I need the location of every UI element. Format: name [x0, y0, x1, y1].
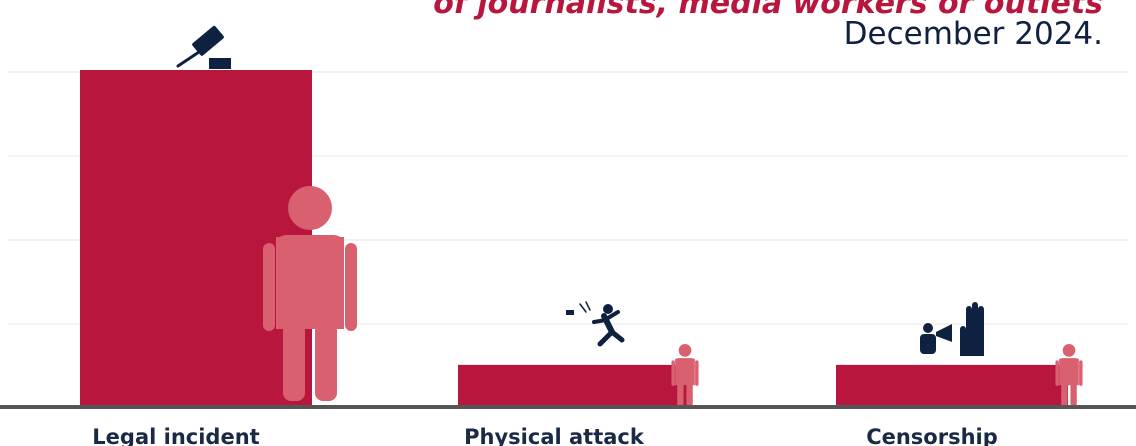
bar-censorship [836, 364, 1068, 407]
bar-legal-incident [80, 70, 312, 407]
bar-physical-attack [458, 364, 690, 407]
megaphone-hand-icon [920, 302, 984, 356]
person-icon [263, 186, 357, 401]
category-label: Censorship [866, 425, 998, 446]
person-falling-icon [566, 301, 625, 347]
category-label: Legal incident [92, 425, 259, 446]
person-icon [671, 344, 699, 406]
chart-title-fragment: of journalists, media workers or outlets [433, 0, 1103, 21]
person-icon [1055, 344, 1083, 406]
chart-subtitle: December 2024. [843, 16, 1103, 52]
gavel-icon [176, 25, 231, 69]
category-label: Physical attack [464, 425, 645, 446]
